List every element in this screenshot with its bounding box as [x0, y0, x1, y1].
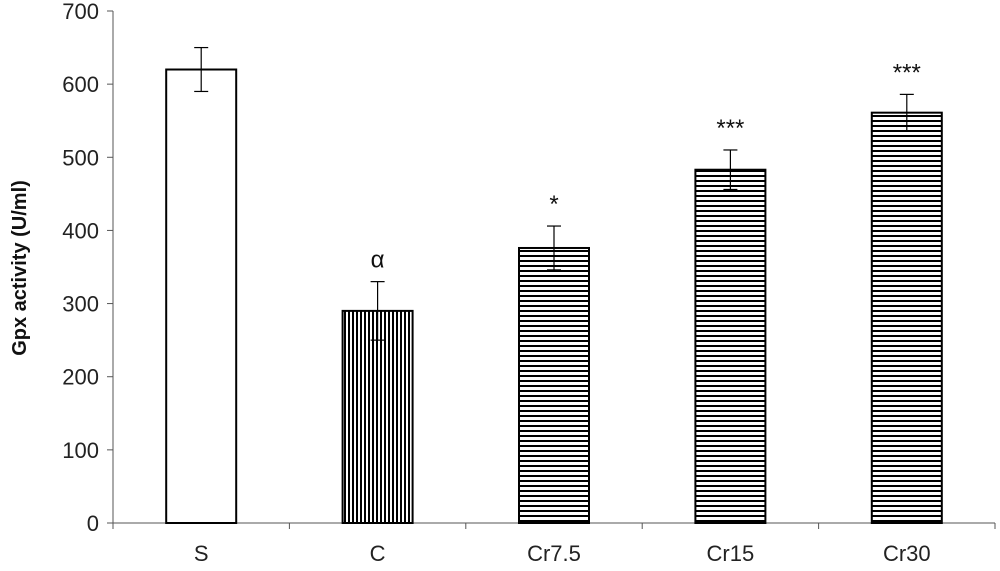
y-tick-label: 0 [87, 511, 99, 536]
plot-area: 0 100 200 300 400 500 600 700 Sα C * Cr7.5 *** Cr15 **… [62, 0, 996, 566]
y-tick-label: 300 [62, 292, 99, 317]
significance-label: α [371, 247, 385, 274]
y-tick-label: 400 [62, 218, 99, 243]
y-tick-label: 100 [62, 438, 99, 463]
y-tick-label: 600 [62, 72, 99, 97]
bar [870, 111, 943, 524]
y-tick-label: 200 [62, 365, 99, 390]
x-tick-label: Cr7.5 [527, 541, 581, 566]
bar [518, 246, 590, 525]
significance-label: * [549, 191, 558, 218]
bar [165, 68, 238, 524]
bar [341, 309, 414, 524]
bar [694, 168, 767, 524]
significance-label: *** [716, 115, 744, 142]
x-tick-label: Cr15 [707, 541, 755, 566]
y-tick-label: 700 [62, 0, 99, 24]
x-tick-label: C [370, 541, 386, 566]
y-axis-title: Gpx activity (U/ml) [9, 180, 31, 356]
x-tick-label: Cr30 [883, 541, 931, 566]
significance-label: *** [893, 59, 921, 86]
y-tick-label: 500 [62, 145, 99, 170]
x-tick-label: S [194, 541, 209, 566]
